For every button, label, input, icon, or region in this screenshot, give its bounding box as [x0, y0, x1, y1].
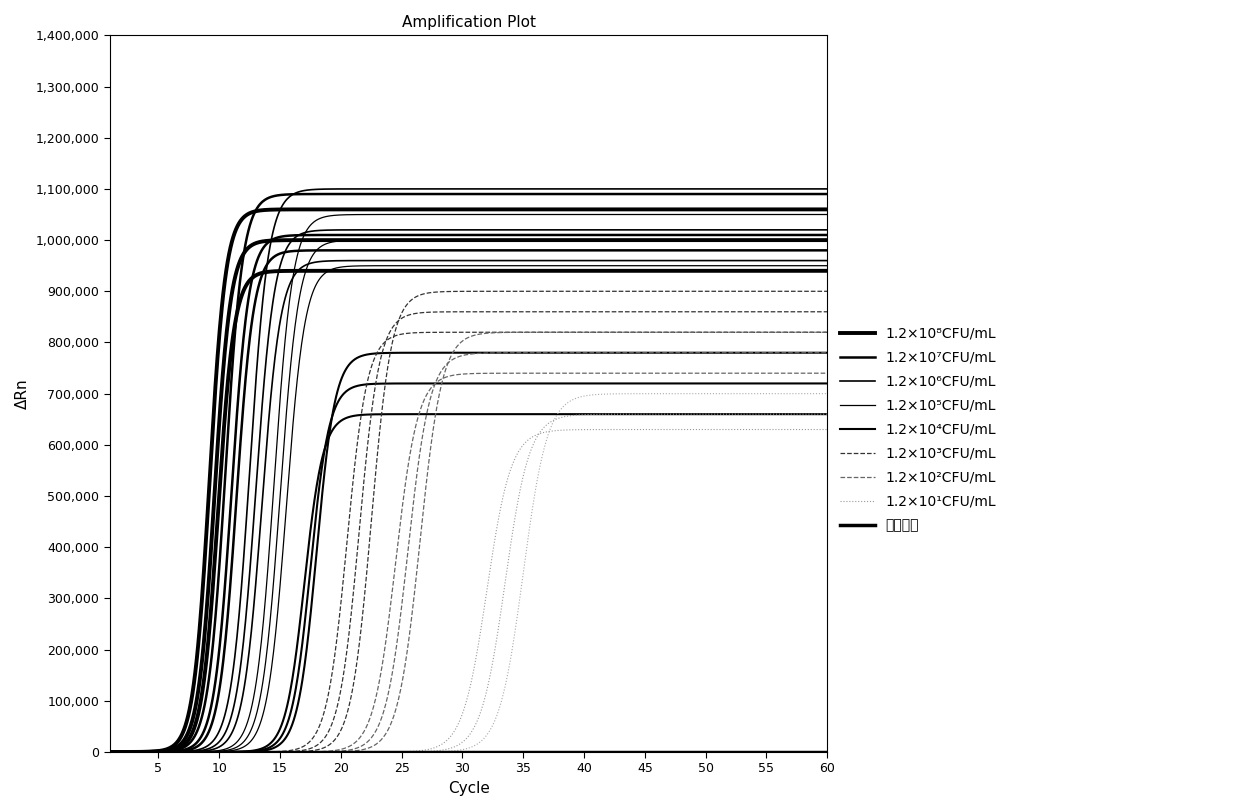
Y-axis label: ΔRn: ΔRn — [15, 379, 30, 409]
Legend: 1.2×10⁸CFU/mL, 1.2×10⁷CFU/mL, 1.2×10⁶CFU/mL, 1.2×10⁵CFU/mL, 1.2×10⁴CFU/mL, 1.2×1: 1.2×10⁸CFU/mL, 1.2×10⁷CFU/mL, 1.2×10⁶CFU… — [835, 321, 1002, 538]
Title: Amplification Plot: Amplification Plot — [402, 15, 536, 30]
X-axis label: Cycle: Cycle — [448, 781, 490, 796]
